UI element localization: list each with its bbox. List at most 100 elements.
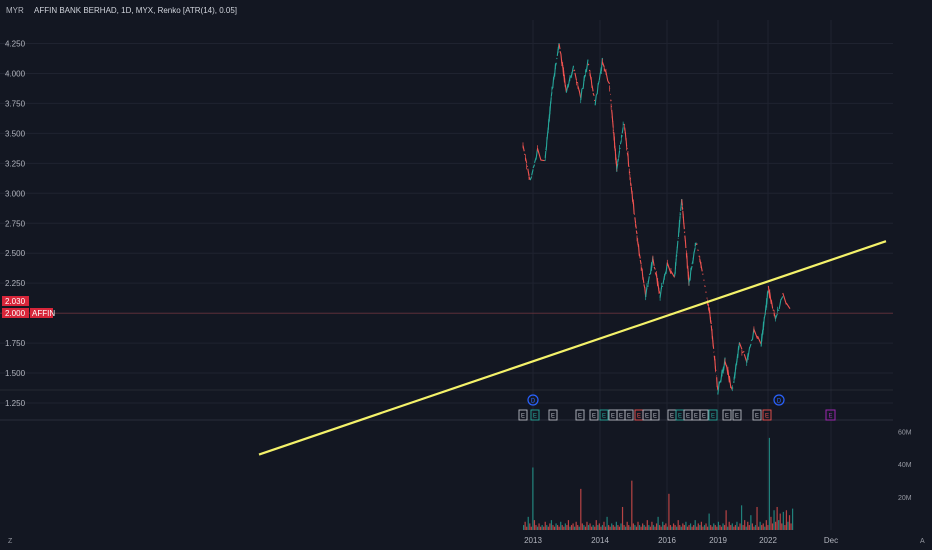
volume-bar (688, 525, 690, 530)
renko-brick (573, 69, 576, 72)
time-tick-label: 2019 (709, 536, 727, 545)
renko-brick (683, 223, 685, 230)
renko-brick (598, 72, 601, 81)
volume-bar (533, 520, 536, 530)
volume-bar (702, 526, 704, 530)
volume-bar (773, 510, 775, 530)
trendline[interactable] (258, 240, 887, 456)
earnings-marker: E (708, 409, 718, 421)
grid-lines (0, 20, 893, 530)
time-axis[interactable]: 2013 2014 2016 2019 2022 Dec (524, 536, 838, 545)
volume-bar (591, 526, 593, 530)
dividend-marker: D (527, 394, 539, 406)
renko-brick (695, 243, 698, 246)
volume-bar (697, 523, 699, 530)
renko-brick (704, 285, 706, 288)
volume-bar (767, 525, 769, 530)
volume-bar (648, 525, 650, 530)
volume-bar (578, 526, 580, 530)
volume-bar (584, 526, 587, 530)
volume-bar (669, 525, 672, 530)
volume-bar (750, 515, 752, 530)
volume-bar (765, 520, 767, 530)
volume-bar (645, 526, 647, 530)
earnings-marker-label: E (670, 414, 674, 420)
volume-bar (705, 523, 707, 530)
auto-scale-button[interactable]: Z (8, 538, 13, 545)
volume-bar (586, 521, 588, 530)
volume-bar (564, 523, 566, 530)
renko-brick (639, 259, 642, 265)
volume-bar (672, 523, 675, 530)
price-tick-label: 3.000 (5, 189, 26, 198)
volume-bar (544, 521, 546, 530)
volume-bar (748, 525, 750, 530)
volume-bar (657, 516, 659, 530)
renko-brick (642, 276, 645, 284)
volume-bar (530, 526, 532, 530)
volume-bar (623, 525, 625, 530)
price-tick-label: 4.250 (5, 40, 26, 49)
volume-bar (745, 526, 747, 530)
log-scale-button[interactable]: A (920, 538, 925, 545)
volume-bar (660, 526, 662, 530)
earnings-marker: E (530, 409, 540, 421)
volume-bar (550, 520, 553, 530)
volume-bar (756, 506, 758, 530)
earnings-marker-label: E (619, 414, 623, 420)
dividend-marker-label: D (777, 399, 782, 405)
renko-brick (592, 92, 595, 97)
price-tick-label: 1.750 (5, 339, 26, 348)
volume-bar (587, 525, 590, 530)
volume-bar (523, 525, 525, 530)
renko-brick (785, 302, 791, 310)
earnings-marker-label: E (653, 414, 657, 420)
volume-bar (595, 520, 597, 530)
volume-tick-label: 20M (898, 495, 912, 502)
volume-bar (611, 523, 613, 530)
volume-bar (572, 523, 574, 530)
renko-brick (728, 375, 732, 389)
volume-bar (609, 526, 611, 530)
volume-bar (722, 523, 724, 530)
volume-bar (617, 525, 619, 530)
time-tick-label: 2022 (759, 536, 777, 545)
renko-brick (743, 354, 748, 363)
volume-bar (526, 526, 528, 530)
volume-bar (736, 521, 738, 530)
volume-bar (686, 526, 689, 530)
volume-bar (601, 525, 604, 530)
volume-bar (649, 526, 651, 530)
volume-bar (581, 523, 583, 530)
renko-brick (529, 176, 533, 181)
price-series (522, 42, 791, 395)
renko-brick (619, 140, 622, 145)
price-tick-label: 2.750 (5, 219, 26, 228)
earnings-marker: E (650, 409, 660, 421)
event-markers[interactable]: D DE E E E E E E E E E E E E E E E E E E E E E E (518, 394, 836, 421)
volume-bar (637, 521, 639, 530)
volume-bar (543, 526, 545, 530)
volume-bar (555, 523, 557, 530)
volume-bar (536, 526, 539, 530)
earnings-marker: E (722, 409, 732, 421)
renko-brick (770, 299, 774, 309)
renko-brick (591, 85, 594, 92)
volume-bar (679, 525, 681, 530)
volume-bar (646, 520, 648, 530)
renko-brick (749, 343, 752, 349)
volume-bar (717, 521, 719, 530)
volume-bar (640, 526, 642, 530)
volume-tick-label: 60M (898, 429, 912, 436)
earnings-marker: E (752, 409, 762, 421)
volume-bar (739, 523, 741, 530)
renko-brick (697, 249, 699, 251)
volume-bar (540, 526, 542, 530)
renko-brick (780, 296, 784, 301)
time-tick-label: Dec (824, 536, 838, 545)
volume-bar (597, 525, 599, 530)
volume-bar (677, 520, 679, 530)
volume-bar (527, 516, 529, 530)
volume-bar (694, 520, 696, 530)
